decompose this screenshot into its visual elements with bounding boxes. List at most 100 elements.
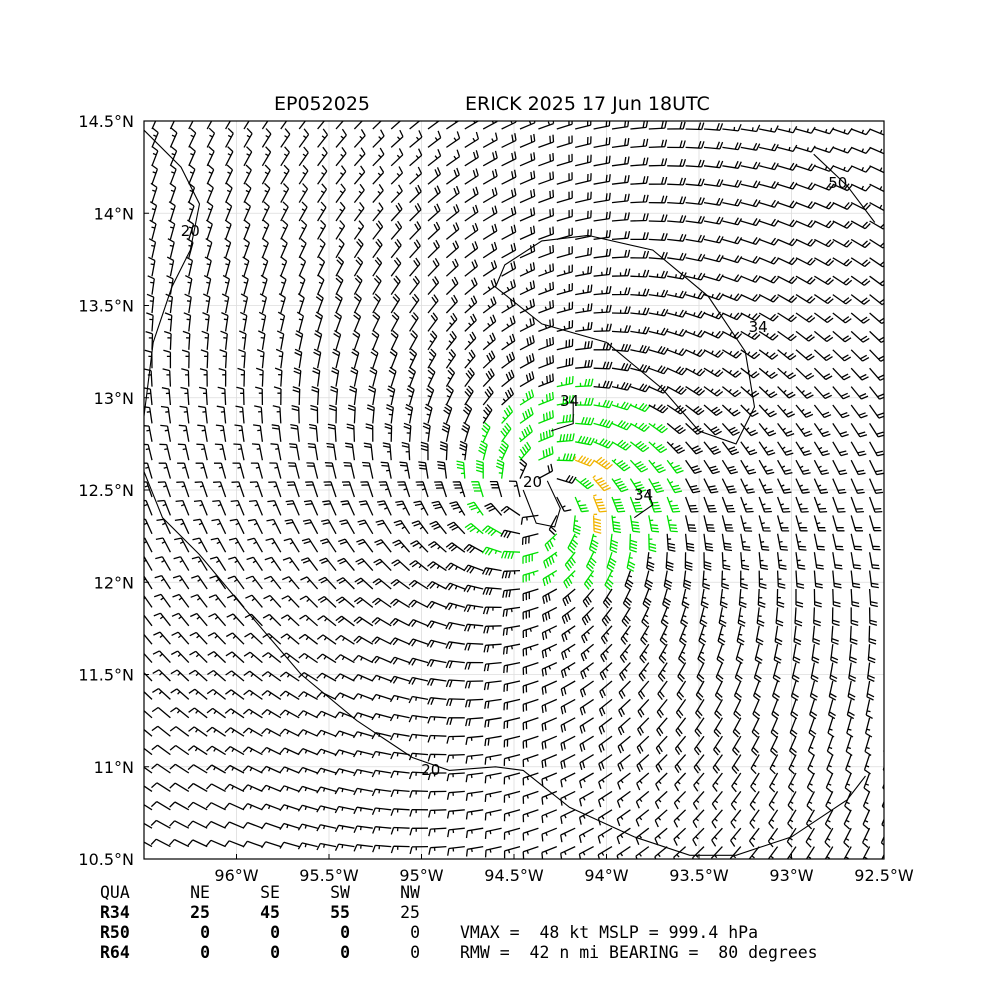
wind-barb (356, 538, 374, 553)
wind-barb (501, 188, 517, 204)
wind-barb (777, 478, 792, 494)
wind-barb (172, 593, 190, 608)
wind-barb (219, 349, 228, 369)
wind-barb (519, 335, 535, 351)
wind-barb (482, 587, 502, 596)
wind-barb (446, 521, 466, 535)
wind-barb (225, 127, 234, 148)
wind-barb (579, 754, 594, 770)
wind-barb (353, 750, 373, 758)
wind-barb (503, 698, 521, 711)
wind-barb (169, 820, 190, 829)
wind-barb (465, 772, 484, 783)
wind-barb (242, 840, 263, 848)
wind-barb (280, 183, 290, 203)
wind-barb (541, 735, 558, 750)
wind-barb (639, 643, 650, 664)
wind-barb (795, 238, 816, 247)
wind-barb (869, 330, 884, 343)
y-tick-label: 11.5°N (78, 666, 134, 685)
wind-barb (409, 221, 422, 240)
wind-barb (759, 125, 779, 133)
wind-barb (447, 845, 465, 856)
wind-barb (408, 579, 429, 590)
wind-barb (657, 662, 668, 682)
wind-barb (279, 747, 300, 756)
wind-barb (618, 680, 631, 700)
wind-barb (174, 537, 190, 553)
wind-barb (617, 772, 631, 790)
wind-barb (280, 237, 288, 259)
wind-barb (482, 350, 496, 369)
wind-barb (501, 242, 517, 259)
wind-barb (862, 809, 871, 830)
wind-barb (352, 693, 374, 701)
wind-barb (703, 422, 722, 436)
wind-barb (869, 202, 884, 211)
wind-barb (471, 481, 484, 498)
wind-barb (187, 745, 208, 756)
wind-barb (575, 321, 593, 333)
wind-barb (721, 386, 742, 398)
wind-barb (666, 533, 676, 552)
wind-barb (390, 311, 400, 332)
contour-label: 34 (560, 392, 579, 410)
wind-barb (298, 183, 309, 203)
wind-barb (199, 368, 208, 387)
wind-barb (636, 754, 650, 773)
wind-barb (157, 499, 172, 516)
wind-barb (830, 644, 839, 664)
wind-barb (814, 220, 835, 229)
wind-barb (888, 258, 907, 267)
wind-barb (298, 691, 318, 700)
wind-barb (618, 698, 631, 718)
wind-barb (654, 809, 668, 828)
wind-barb (685, 197, 705, 206)
wind-barb (220, 330, 228, 350)
wind-barb (144, 481, 153, 498)
wind-barb (441, 422, 451, 442)
wind-barb (243, 201, 251, 222)
wind-barb (575, 397, 594, 406)
wind-barb (188, 164, 196, 185)
wind-barb (169, 838, 190, 848)
wind-barb (447, 827, 465, 838)
wind-barb (172, 575, 190, 590)
wind-barb (279, 690, 300, 700)
wind-barb (352, 329, 361, 351)
wind-barb (422, 422, 431, 442)
wind-barb (151, 706, 171, 719)
wind-barb (795, 404, 814, 418)
wind-barb (758, 422, 777, 437)
wind-barb (635, 790, 650, 809)
wind-barb (722, 236, 743, 245)
wind-barb (666, 422, 686, 435)
wind-barb (294, 348, 303, 369)
y-tick-label: 12°N (94, 573, 134, 592)
wind-barb (556, 394, 574, 406)
wind-barb (712, 754, 723, 774)
wind-barb (208, 594, 227, 608)
wind-barb (793, 625, 802, 646)
wind-barb (270, 443, 282, 461)
wind-barb (184, 293, 192, 314)
wind-barb (693, 754, 705, 774)
wind-barb (648, 515, 660, 533)
cell-nw: 0 (410, 943, 420, 962)
wind-barb (579, 680, 594, 698)
wind-barb (703, 441, 721, 455)
wind-barb (522, 772, 539, 786)
wind-barb (271, 424, 282, 442)
wind-barb (832, 441, 849, 457)
wind-barb (850, 238, 871, 249)
wind-barb (503, 753, 521, 766)
wind-barb (316, 824, 337, 832)
wind-barb (703, 160, 724, 169)
wind-barb (648, 232, 668, 241)
wind-barb (722, 349, 742, 359)
wind-barb (585, 551, 597, 572)
wind-barb (758, 515, 771, 532)
wind-barb (187, 801, 208, 811)
wind-barb (371, 693, 392, 701)
wind-barb (261, 709, 282, 719)
